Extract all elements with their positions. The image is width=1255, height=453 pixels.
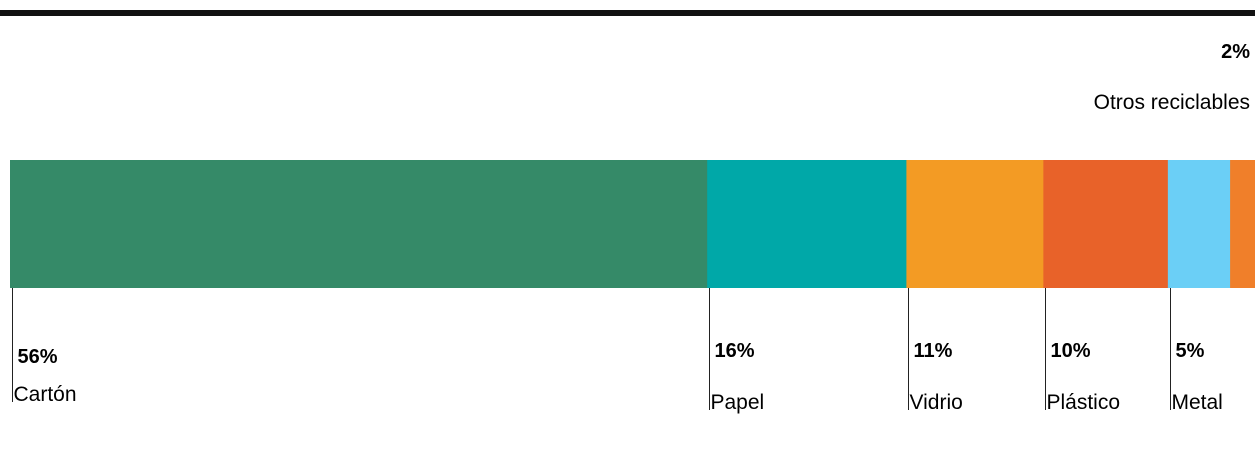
data-label-papel: 16% xyxy=(715,340,755,362)
bar-segment-vidrio xyxy=(906,160,1044,288)
bar-segments xyxy=(10,160,1255,288)
category-label-metal: Metal xyxy=(1172,391,1223,414)
category-label-plastico: Plástico xyxy=(1047,391,1121,414)
bar-segment-plastico xyxy=(1043,160,1169,288)
data-label-plastico: 10% xyxy=(1051,340,1091,362)
data-label-carton: 56% xyxy=(18,346,58,368)
category-label-vidrio: Vidrio xyxy=(910,391,963,414)
data-label-metal: 5% xyxy=(1176,340,1205,362)
data-label-otros-reciclables: 2% xyxy=(1221,41,1250,63)
category-label-carton: Cartón xyxy=(14,383,77,406)
category-label-otros-reciclables: Otros reciclables xyxy=(1094,91,1250,114)
top-rule xyxy=(0,10,1255,16)
segment-annotations: 56% Cartón 16% Papel 11% Vidrio 10% Plástico 5% M… xyxy=(12,41,1250,414)
bar-segment-carton xyxy=(10,160,708,288)
bar-segment-otros-reciclables xyxy=(1230,160,1255,288)
category-label-papel: Papel xyxy=(711,391,765,414)
data-label-vidrio: 11% xyxy=(914,340,953,362)
bar-segment-metal xyxy=(1167,160,1231,288)
bar-segment-papel xyxy=(707,160,907,288)
